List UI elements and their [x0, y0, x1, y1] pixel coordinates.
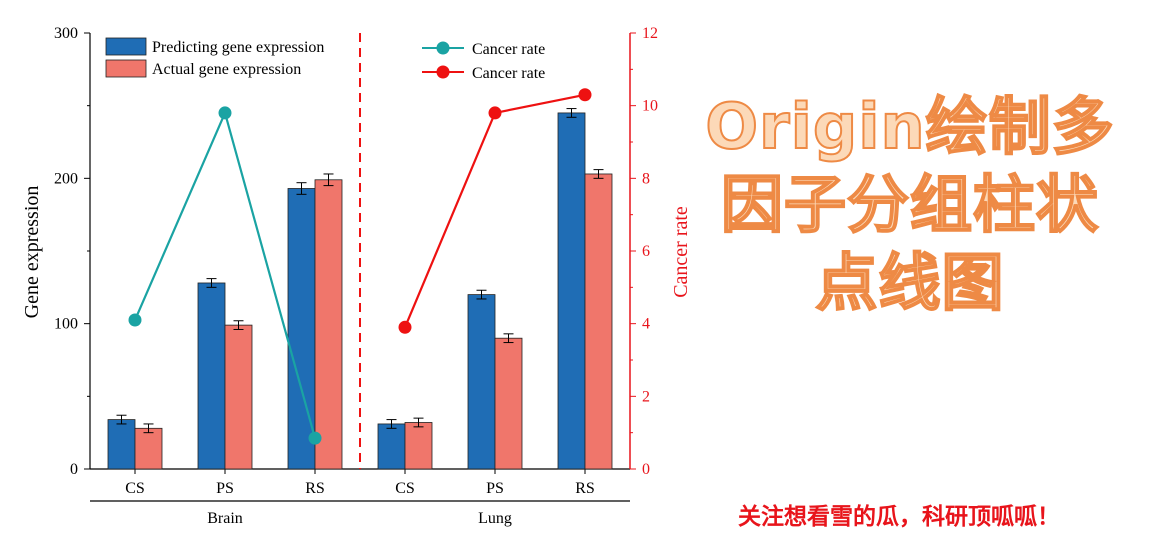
legend-swatch: [105, 59, 147, 78]
y2-tick-label: 12: [642, 25, 658, 42]
y2-tick-label: 2: [642, 388, 650, 405]
bar: [584, 173, 613, 470]
legend-swatch: [105, 37, 147, 56]
line-point: [128, 313, 142, 327]
legend-bars: Predicting gene expression Actual gene ex…: [105, 37, 324, 78]
group-label: Lung: [478, 510, 512, 527]
line-point: [308, 431, 322, 445]
y2-tick-label: 4: [642, 316, 650, 333]
chart-marks: [107, 88, 613, 470]
bar: [134, 427, 163, 470]
y-tick-label: 200: [54, 170, 78, 187]
bar: [377, 423, 406, 470]
bar: [404, 422, 433, 470]
x-tick-label: CS: [395, 480, 415, 497]
bar: [314, 179, 343, 470]
legend-marker: [436, 41, 450, 55]
y2-tick-label: 0: [642, 461, 650, 478]
bar: [557, 112, 586, 470]
banner-line-1: Origin绘制多: [704, 89, 1115, 164]
y-tick-label: 0: [70, 461, 78, 478]
legend-label: Cancer rate: [472, 41, 545, 58]
x-tick-label: PS: [486, 480, 504, 497]
y2-tick-label: 6: [642, 243, 650, 260]
line-point: [398, 320, 412, 334]
bar: [107, 419, 136, 470]
y-axis-title: Gene expression: [21, 186, 43, 319]
y-tick-label: 100: [54, 316, 78, 333]
chart: 0 100 200 300 0 2 4 6 8 10 12 CS PS RS CS PS RS Brain Lung…: [21, 25, 692, 527]
x-tick-label: CS: [125, 480, 145, 497]
legend-label: Actual gene expression: [152, 61, 301, 78]
line-point: [578, 88, 592, 102]
line-point: [488, 106, 502, 120]
y-tick-label: 300: [54, 25, 78, 42]
x-tick-label: PS: [216, 480, 234, 497]
y2-tick-label: 8: [642, 170, 650, 187]
bar: [224, 324, 253, 470]
banner-line-3: 点线图: [814, 245, 1005, 320]
y2-tick-label: 10: [642, 98, 658, 115]
bar: [197, 282, 226, 470]
title-banner: Origin绘制多 因子分组柱状 点线图: [700, 88, 1120, 322]
footer-slogan: 关注想看雪的瓜，科研顶呱呱！: [738, 503, 1060, 530]
legend-label: Predicting gene expression: [152, 39, 324, 56]
group-label: Brain: [207, 510, 243, 527]
axes: 0 100 200 300 0 2 4 6 8 10 12 CS PS RS CS PS RS Brain Lung: [54, 25, 658, 527]
banner-line-2: 因子分组柱状: [720, 167, 1099, 242]
x-tick-label: RS: [305, 480, 325, 497]
bar: [467, 294, 496, 470]
legend-marker: [436, 65, 450, 79]
legend-lines: Cancer rate Cancer rate: [422, 41, 545, 82]
bar: [494, 337, 523, 470]
line-point: [218, 106, 232, 120]
x-tick-label: RS: [575, 480, 595, 497]
y2-axis-title: Cancer rate: [670, 206, 692, 298]
legend-label: Cancer rate: [472, 65, 545, 82]
